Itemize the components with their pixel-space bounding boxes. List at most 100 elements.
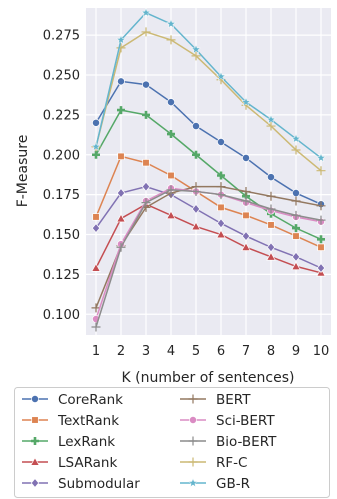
data-point: [290, 133, 302, 144]
x-tick-label: 1: [92, 344, 100, 359]
data-point: [266, 191, 276, 201]
y-tick-label: 0.125: [43, 268, 80, 283]
data-point: [291, 145, 301, 155]
series-line: [95, 203, 322, 274]
legend-label: BERT: [216, 392, 251, 408]
data-point: [315, 152, 327, 163]
y-tick-label: 0.275: [43, 29, 80, 44]
legend-marker: [30, 478, 40, 488]
legend-box: [14, 387, 330, 498]
legend-label: TextRank: [57, 413, 119, 429]
legend-item: LexRank: [22, 434, 115, 450]
data-point: [142, 159, 150, 167]
legend-item: LSARank: [22, 455, 117, 471]
legend-label: Sci-BERT: [216, 413, 275, 429]
data-point: [91, 223, 101, 234]
y-tick-label: 0.175: [43, 188, 80, 203]
data-point: [141, 181, 151, 192]
data-point: [191, 186, 201, 196]
legend-marker: [31, 395, 39, 403]
data-point: [166, 35, 176, 45]
series-submodular: [91, 181, 326, 273]
data-point: [291, 251, 301, 262]
data-point: [291, 261, 301, 271]
data-point: [216, 190, 226, 200]
series-rf-c: [91, 27, 326, 176]
data-point: [91, 322, 101, 332]
data-point: [267, 221, 275, 229]
data-point: [316, 201, 326, 211]
legend-marker: [30, 457, 40, 466]
x-axis-label: K (number of sentences): [122, 370, 295, 386]
data-point: [141, 27, 151, 37]
data-point: [92, 150, 100, 159]
data-point: [217, 203, 225, 212]
x-tick-label: 5: [192, 344, 200, 359]
data-point: [91, 263, 101, 272]
y-tick-label: 0.100: [43, 308, 80, 323]
data-point: [241, 186, 251, 196]
data-point: [216, 229, 226, 239]
data-point: [266, 204, 276, 214]
x-tick-labels: 1 2 3 4 5 6 7 8 9 10: [92, 344, 329, 359]
data-point: [241, 196, 251, 206]
data-point: [117, 106, 125, 115]
data-point: [292, 189, 300, 197]
data-point: [116, 242, 126, 252]
legend-label: CoreRank: [58, 392, 123, 408]
x-tick-label: 4: [167, 344, 175, 359]
series-line: [95, 189, 322, 328]
data-point: [316, 215, 326, 225]
data-point: [165, 18, 177, 29]
data-point: [317, 235, 325, 244]
data-point: [90, 141, 102, 152]
data-point: [216, 182, 226, 192]
data-point: [291, 196, 301, 206]
data-point: [317, 243, 325, 251]
plot-background: [86, 8, 331, 335]
legend-marker: [31, 416, 39, 424]
y-axis-label: F-Measure: [15, 135, 31, 208]
data-point: [142, 110, 150, 119]
legend-item: Sci-BERT: [180, 413, 275, 429]
legend-item: RF-C: [180, 455, 247, 471]
data-point: [191, 221, 201, 231]
data-point: [166, 210, 176, 220]
legend-item: BERT: [180, 392, 251, 408]
data-point: [142, 80, 150, 89]
series-bio-bert: [91, 185, 326, 332]
legend-label: Submodular: [58, 476, 140, 492]
legend-label: LSARank: [58, 455, 117, 471]
data-point: [241, 242, 251, 251]
data-point: [266, 121, 276, 131]
data-point: [216, 218, 226, 229]
data-point: [215, 71, 227, 81]
data-point: [116, 213, 126, 223]
legend-label: GB-R: [216, 476, 250, 492]
data-point: [167, 171, 175, 180]
legend-item: TextRank: [22, 413, 119, 429]
data-point: [140, 7, 152, 18]
data-point: [116, 188, 126, 198]
series-line: [95, 185, 322, 269]
data-point: [166, 185, 176, 195]
data-point: [115, 34, 127, 45]
x-tick-label: 8: [267, 344, 275, 359]
data-point: [141, 198, 151, 208]
data-point: [242, 211, 250, 220]
legend-marker: [31, 437, 39, 445]
data-point: [116, 43, 126, 53]
legend-label: Bio-BERT: [216, 434, 277, 450]
legend: CoreRank TextRank LexRank LSARank Submodular…: [14, 387, 330, 498]
x-tick-label: 2: [117, 344, 125, 359]
data-point: [240, 96, 252, 107]
data-point: [192, 122, 200, 130]
series-corerank: [92, 77, 325, 209]
series-line: [95, 109, 322, 240]
x-tick-label: 9: [292, 344, 300, 359]
data-point: [265, 114, 277, 124]
legend-marker: [188, 436, 198, 446]
legend-marker: [188, 457, 198, 467]
series-lines: [90, 7, 327, 332]
